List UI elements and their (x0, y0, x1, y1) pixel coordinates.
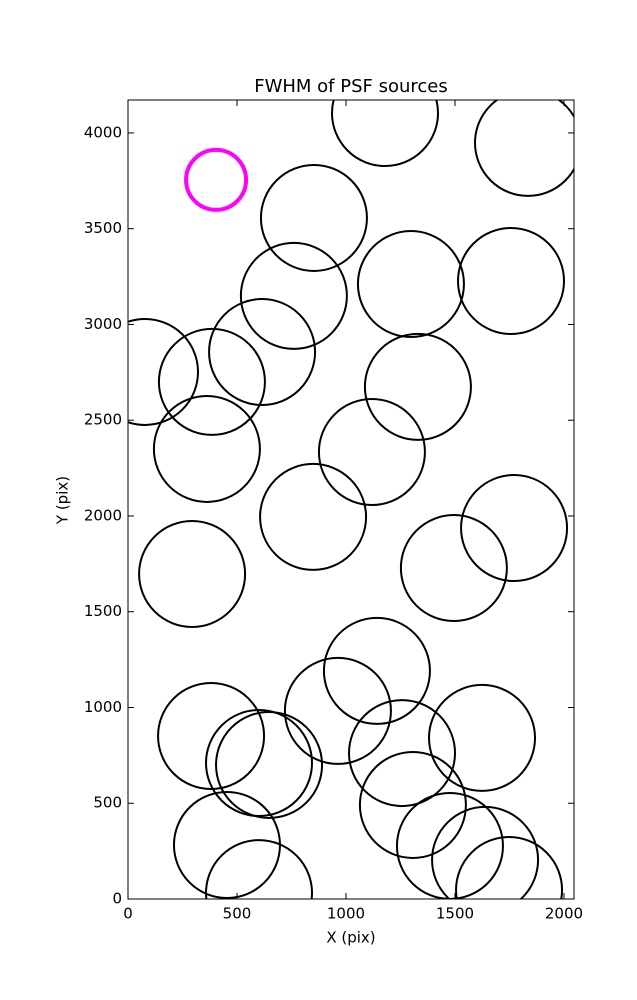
y-tick-label: 0 (112, 890, 122, 908)
x-tick-label: 0 (123, 905, 133, 923)
source-circle (138, 519, 247, 628)
source-circle (215, 710, 324, 819)
source-circle (259, 163, 368, 272)
source-circle (358, 750, 467, 859)
source-circle (348, 699, 457, 808)
y-tick-label: 3000 (84, 315, 122, 333)
source-circle (283, 656, 392, 765)
source-circle (455, 836, 564, 899)
y-tick-label: 1500 (84, 602, 122, 620)
x-tick-label: 500 (223, 905, 252, 923)
y-tick-label: 2500 (84, 411, 122, 429)
y-tick-label: 2000 (84, 506, 122, 524)
x-tick-label: 2000 (545, 905, 583, 923)
source-circle (259, 462, 368, 571)
source-circle (317, 398, 426, 507)
source-circle (322, 616, 431, 725)
source-circle (356, 230, 465, 339)
y-tick-label: 3500 (84, 219, 122, 237)
y-tick-label: 1000 (84, 698, 122, 716)
source-circle (172, 790, 281, 899)
source-circle (205, 839, 313, 899)
source-circle (474, 100, 574, 197)
source-circle (399, 514, 508, 623)
source-circle (431, 805, 540, 899)
chart-title: FWHM of PSF sources (254, 76, 448, 97)
y-tick-label: 500 (93, 794, 122, 812)
plot-area (128, 100, 574, 899)
axes-frame (127, 99, 575, 900)
source-circle (460, 474, 569, 583)
x-axis-label: X (pix) (326, 929, 375, 947)
source-circle (239, 241, 348, 350)
x-tick-label: 1500 (436, 905, 474, 923)
x-tick-label: 1000 (327, 905, 365, 923)
source-circle (331, 100, 439, 168)
y-axis-label: Y (pix) (54, 476, 72, 525)
source-circle (395, 791, 504, 899)
y-tick-label: 4000 (84, 123, 122, 141)
source-circle (208, 298, 317, 407)
source-circle (205, 709, 314, 818)
source-circle (428, 683, 537, 792)
source-circle (152, 394, 261, 503)
source-circle (363, 332, 472, 441)
source-circle (128, 317, 199, 426)
source-circle (157, 327, 266, 436)
source-circle (157, 682, 266, 791)
source-circle (184, 147, 249, 212)
source-circle (457, 226, 566, 335)
